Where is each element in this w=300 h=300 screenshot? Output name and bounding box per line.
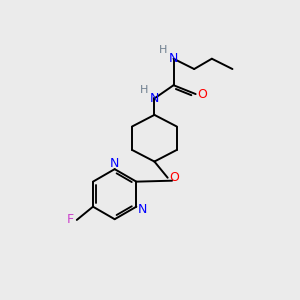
Text: N: N [150, 92, 159, 105]
Text: F: F [67, 213, 74, 226]
Text: N: N [137, 203, 147, 216]
Text: N: N [169, 52, 178, 65]
Text: H: H [140, 85, 148, 95]
Text: N: N [110, 157, 119, 170]
Text: O: O [169, 171, 179, 184]
Text: O: O [197, 88, 207, 100]
Text: H: H [159, 46, 167, 56]
